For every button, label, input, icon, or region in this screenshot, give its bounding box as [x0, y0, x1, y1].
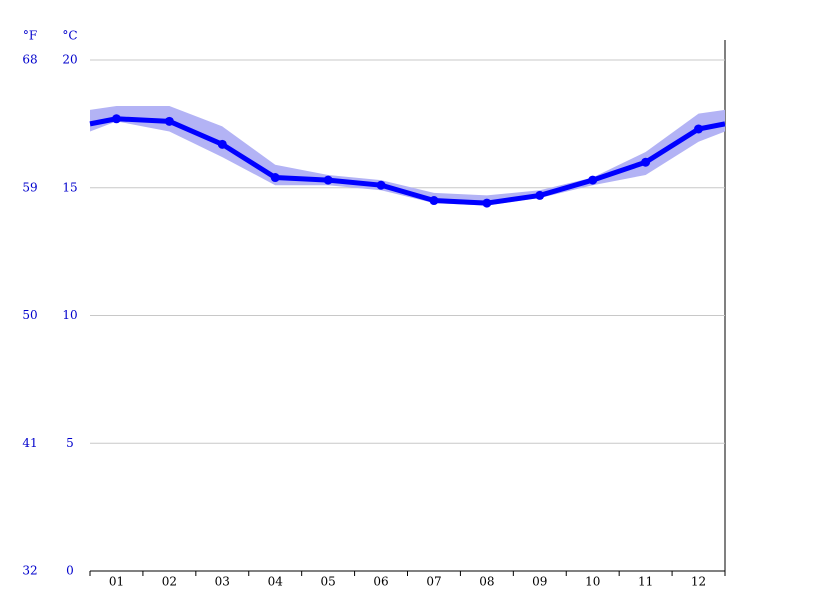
x-tick-label: 03 — [215, 575, 230, 589]
line — [116, 116, 700, 206]
x-tick-label: 10 — [585, 575, 600, 589]
y-tick-label: 0 — [66, 564, 74, 578]
point — [270, 173, 280, 183]
point — [164, 116, 174, 126]
y2-tick-label: 41 — [22, 436, 37, 450]
point — [217, 139, 227, 149]
x-tick-label: 08 — [479, 575, 494, 589]
point — [694, 124, 704, 134]
y2-tick-label: 59 — [22, 180, 37, 194]
y2-unit: °F — [23, 29, 37, 43]
point — [641, 157, 651, 167]
point — [376, 180, 386, 190]
y-tick-label: 5 — [66, 436, 74, 450]
x-tick-label: 01 — [109, 575, 124, 589]
x-tick-label: 11 — [638, 575, 653, 589]
x-tick-label: 06 — [373, 575, 388, 589]
y-unit: °C — [62, 29, 77, 43]
point — [323, 175, 333, 185]
y-tick-label: 20 — [62, 53, 77, 67]
x-tick-label: 04 — [268, 575, 284, 589]
x-tick-label: 07 — [426, 575, 441, 589]
y2-tick-label: 68 — [22, 53, 37, 67]
point — [588, 175, 598, 185]
point — [482, 198, 492, 208]
x-tick-label: 12 — [691, 575, 706, 589]
x-tick-label: 05 — [320, 575, 335, 589]
y2-tick-label: 50 — [22, 308, 37, 322]
point — [429, 196, 439, 206]
x-tick-label: 02 — [162, 575, 177, 589]
y-tick-label: 15 — [62, 180, 77, 194]
y2-tick-label: 32 — [22, 564, 37, 578]
point — [111, 114, 121, 124]
point — [535, 190, 545, 200]
range-band — [90, 105, 725, 206]
x-tick-label: 09 — [532, 575, 547, 589]
y-tick-label: 10 — [62, 308, 77, 322]
